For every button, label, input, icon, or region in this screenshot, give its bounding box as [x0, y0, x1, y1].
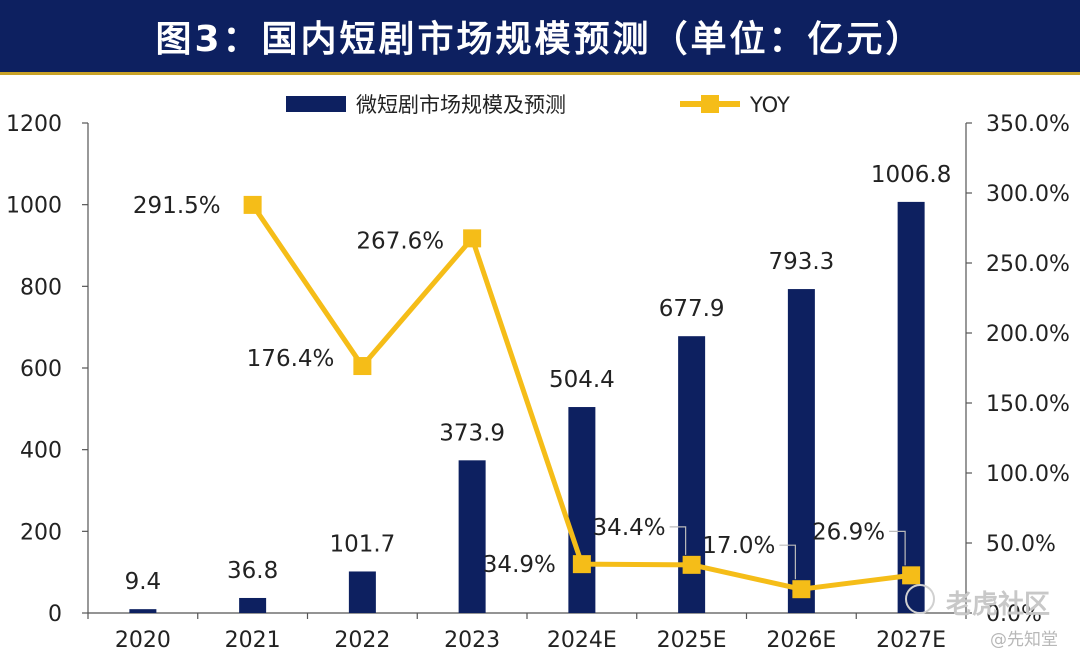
- bar-value-label: 101.7: [329, 531, 395, 557]
- y-tick-label-left: 400: [20, 439, 62, 464]
- yoy-value-label: 291.5%: [133, 193, 221, 219]
- leader-line: [889, 530, 906, 566]
- bar: [129, 609, 157, 613]
- y-tick-label-left: 1200: [6, 112, 62, 137]
- chart-title: 图3：国内短剧市场规模预测（单位：亿元）: [155, 19, 925, 60]
- chart-area: 微短剧市场规模及预测 YOY 0 200 400 600 800 1000 1200 0.0% 5…: [6, 93, 1070, 653]
- bar-value-label: 1006.8: [871, 162, 951, 188]
- legend-bar-swatch: [286, 96, 346, 112]
- x-tick-label: 2020: [115, 628, 171, 653]
- x-tick-label: 2027E: [876, 628, 946, 653]
- y-tick-label-right: 350.0%: [986, 112, 1070, 137]
- yoy-value-label: 26.9%: [812, 519, 885, 545]
- title-bar: 图3：国内短剧市场规模预测（单位：亿元）: [0, 0, 1080, 72]
- yoy-value-label: 34.9%: [483, 552, 556, 578]
- legend: 微短剧市场规模及预测 YOY: [286, 93, 790, 117]
- yoy-marker: [243, 195, 262, 214]
- yoy-marker: [902, 566, 921, 585]
- x-tick-label: 2021: [225, 628, 281, 653]
- x-tick-label: 2026E: [766, 628, 836, 653]
- yoy-series: [243, 195, 921, 599]
- y-tick-label-left: 600: [20, 357, 62, 382]
- yoy-marker: [792, 580, 811, 599]
- axes: 0 200 400 600 800 1000 1200 0.0% 50.0% 100.0% 150.…: [6, 112, 1070, 653]
- bar: [239, 597, 267, 613]
- y-tick-label-left: 200: [20, 520, 62, 545]
- y-tick-label-left: 0: [48, 602, 62, 627]
- bar-value-label: 793.3: [768, 249, 834, 275]
- bar: [568, 407, 596, 613]
- bar-value-label: 9.4: [125, 569, 162, 595]
- yoy-marker: [463, 229, 482, 248]
- legend-line-label: YOY: [749, 93, 790, 117]
- watermark: 老虎社区: [945, 590, 1050, 620]
- y-tick-label-right: 0.0%: [986, 602, 1042, 627]
- x-tick-label: 2025E: [657, 628, 727, 653]
- bar-value-label: 36.8: [227, 558, 278, 584]
- x-tick-label: 2024E: [547, 628, 617, 653]
- yoy-value-label: 34.4%: [593, 515, 666, 541]
- y-tick-label-left: 800: [20, 275, 62, 300]
- bar: [458, 460, 486, 613]
- y-tick-label-left: 1000: [6, 194, 62, 219]
- yoy-value-label: 267.6%: [356, 228, 444, 254]
- leader-line: [779, 544, 796, 580]
- bar: [897, 201, 925, 613]
- data-labels: 9.4 36.8 101.7 373.9 504.4 677.9 793.3 1006.8 29…: [125, 162, 952, 595]
- yoy-value-label: 176.4%: [247, 346, 335, 372]
- y-tick-label-right: 100.0%: [986, 462, 1070, 487]
- yoy-marker: [682, 555, 701, 574]
- x-tick-label: 2022: [334, 628, 390, 653]
- yoy-marker: [353, 357, 372, 376]
- title-underline: [0, 72, 1080, 75]
- bar-value-label: 373.9: [439, 420, 505, 446]
- leader-line: [669, 526, 687, 555]
- bar-value-label: 677.9: [659, 296, 725, 322]
- legend-bar-label: 微短剧市场规模及预测: [356, 93, 566, 117]
- bar-value-label: 504.4: [549, 367, 615, 393]
- y-tick-label-right: 150.0%: [986, 392, 1070, 417]
- yoy-marker: [572, 555, 591, 574]
- y-tick-label-right: 200.0%: [986, 322, 1070, 347]
- watermark-icon: [905, 584, 935, 614]
- y-tick-label-right: 300.0%: [986, 182, 1070, 207]
- x-tick-label: 2023: [444, 628, 500, 653]
- watermark-handle: @先知堂: [990, 630, 1058, 650]
- bar: [787, 289, 815, 613]
- y-tick-label-right: 50.0%: [986, 532, 1056, 557]
- y-tick-label-right: 250.0%: [986, 252, 1070, 277]
- yoy-value-label: 17.0%: [702, 533, 775, 559]
- legend-line-marker: [701, 95, 719, 113]
- bar: [348, 571, 376, 613]
